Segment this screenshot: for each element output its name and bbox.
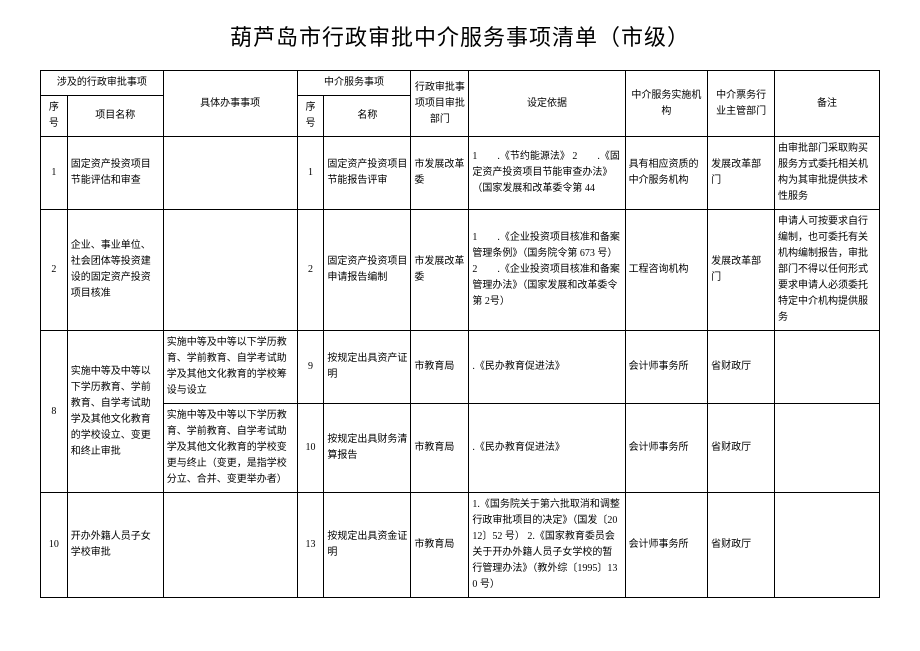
cell-note [775, 404, 880, 493]
cell-name1: 固定资产投资项目节能评估和审查 [67, 137, 163, 210]
cell-auth: 省财政厅 [708, 493, 775, 598]
cell-seq1: 8 [41, 331, 68, 493]
header-seq2: 序号 [297, 96, 324, 137]
header-note: 备注 [775, 71, 880, 137]
header-basis: 设定依据 [469, 71, 625, 137]
cell-dept: 市发展改革委 [411, 137, 469, 210]
table-row: 10 开办外籍人员子女学校审批 13 按规定出具资金证明 市教育局 1.《国务院… [41, 493, 880, 598]
cell-note [775, 331, 880, 404]
header-group2: 中介服务事项 [297, 71, 411, 96]
cell-seq2: 10 [297, 404, 324, 493]
cell-seq2: 1 [297, 137, 324, 210]
cell-org: 会计师事务所 [625, 331, 708, 404]
header-org: 中介服务实施机构 [625, 71, 708, 137]
cell-dept: 市教育局 [411, 404, 469, 493]
cell-seq1: 1 [41, 137, 68, 210]
cell-basis: .《民办教育促进法》 [469, 331, 625, 404]
cell-org: 具有相应资质的中介服务机构 [625, 137, 708, 210]
header-dept: 行政审批事项项目审批部门 [411, 71, 469, 137]
cell-name1: 实施中等及中等以下学历教育、学前教育、自学考试助学及其他文化教育的学校设立、变更… [67, 331, 163, 493]
table-row: 实施中等及中等以下学历教育、学前教育、自学考试助学及其他文化教育的学校变更与终止… [41, 404, 880, 493]
header-name1: 项目名称 [67, 96, 163, 137]
cell-auth: 省财政厅 [708, 331, 775, 404]
cell-basis: 1.《国务院关于第六批取消和调整行政审批项目的决定》（国发〔2012〕52 号）… [469, 493, 625, 598]
cell-org: 会计师事务所 [625, 404, 708, 493]
table-row: 2 企业、事业单位、社会团体等投资建设的固定资产投资项目核准 2 固定资产投资项… [41, 210, 880, 331]
table-row: 8 实施中等及中等以下学历教育、学前教育、自学考试助学及其他文化教育的学校设立、… [41, 331, 880, 404]
main-table: 涉及的行政审批事项 具体办事事项 中介服务事项 行政审批事项项目审批部门 设定依… [40, 70, 880, 598]
cell-org: 会计师事务所 [625, 493, 708, 598]
cell-seq2: 2 [297, 210, 324, 331]
cell-detail [163, 493, 297, 598]
cell-seq2: 13 [297, 493, 324, 598]
cell-auth: 发展改革部门 [708, 137, 775, 210]
cell-detail: 实施中等及中等以下学历教育、学前教育、自学考试助学及其他文化教育的学校筹设与设立 [163, 331, 297, 404]
cell-dept: 市教育局 [411, 331, 469, 404]
header-auth: 中介票务行业主管部门 [708, 71, 775, 137]
cell-basis: 1 .《企业投资项目核准和备案管理条例》（国务院令第 673 号） 2 .《企业… [469, 210, 625, 331]
cell-dept: 市教育局 [411, 493, 469, 598]
cell-org: 工程咨询机构 [625, 210, 708, 331]
cell-name2: 固定资产投资项目节能报告评审 [324, 137, 411, 210]
cell-detail [163, 137, 297, 210]
header-group1: 涉及的行政审批事项 [41, 71, 164, 96]
cell-name2: 按规定出具资产证明 [324, 331, 411, 404]
cell-basis: 1 .《节约能源法》 2 .《固定资产投资项目节能审查办法》（国家发展和改革委令… [469, 137, 625, 210]
header-name2: 名称 [324, 96, 411, 137]
cell-detail [163, 210, 297, 331]
cell-name2: 固定资产投资项目申请报告编制 [324, 210, 411, 331]
cell-note [775, 493, 880, 598]
cell-basis: .《民办教育促进法》 [469, 404, 625, 493]
cell-auth: 省财政厅 [708, 404, 775, 493]
cell-note: 由审批部门采取购买服务方式委托相关机构为其审批提供技术性服务 [775, 137, 880, 210]
cell-detail: 实施中等及中等以下学历教育、学前教育、自学考试助学及其他文化教育的学校变更与终止… [163, 404, 297, 493]
page-title: 葫芦岛市行政审批中介服务事项清单（市级） [40, 20, 880, 52]
table-row: 1 固定资产投资项目节能评估和审查 1 固定资产投资项目节能报告评审 市发展改革… [41, 137, 880, 210]
cell-seq1: 10 [41, 493, 68, 598]
cell-note: 申请人可按要求自行编制，也可委托有关机构编制报告，审批部门不得以任何形式要求申请… [775, 210, 880, 331]
cell-name2: 按规定出具资金证明 [324, 493, 411, 598]
header-detail: 具体办事事项 [163, 71, 297, 137]
header-seq1: 序号 [41, 96, 68, 137]
cell-name1: 开办外籍人员子女学校审批 [67, 493, 163, 598]
cell-name1: 企业、事业单位、社会团体等投资建设的固定资产投资项目核准 [67, 210, 163, 331]
cell-seq2: 9 [297, 331, 324, 404]
cell-name2: 按规定出具财务清算报告 [324, 404, 411, 493]
cell-auth: 发展改革部门 [708, 210, 775, 331]
cell-seq1: 2 [41, 210, 68, 331]
cell-dept: 市发展改革委 [411, 210, 469, 331]
